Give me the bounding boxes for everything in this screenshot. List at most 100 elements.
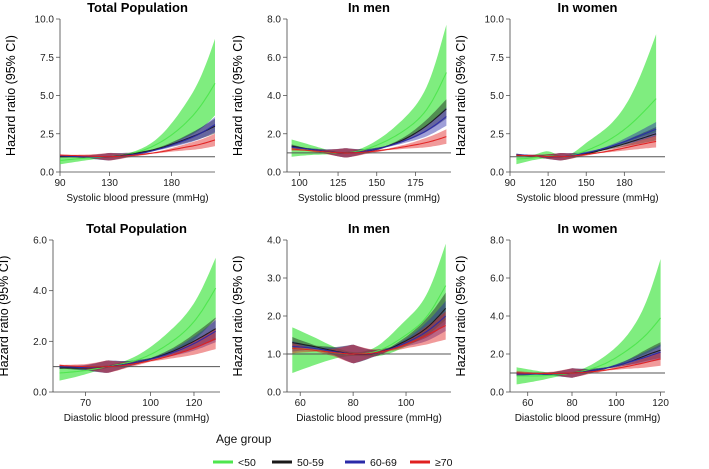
series-line-<50 [59,287,217,374]
y-tick-label: 2.0 [490,350,504,361]
ci-band-<50 [292,243,446,373]
legend-label: <50 [238,457,256,469]
x-tick-label: 100 [291,178,308,189]
y-tick-label: 3.0 [267,274,281,285]
y-tick-label: 8.0 [267,15,281,26]
series-line-≥70 [59,338,216,368]
x-tick-label: 100 [398,398,415,409]
legend-label: 60-69 [370,457,397,469]
panel-title: Total Population [87,0,188,15]
y-tick-label: 2.0 [267,129,281,140]
ci-band-≥70 [516,135,657,161]
y-tick-label: 0.0 [490,388,504,399]
panel-title: Total Population [86,221,187,236]
x-axis-label: Systolic blood pressure (mmHg) [298,193,440,204]
y-tick-label: 7.5 [490,53,504,64]
series-line-≥70 [292,325,446,355]
panel-1: Total Population Hazard ratio (95% CI) Sys… [4,0,216,204]
ci-band-<50 [516,259,661,385]
x-tick-label: 100 [608,398,625,409]
legend-item: ≥70 [410,457,453,469]
series-line-≥70 [516,358,661,374]
series-line-<50 [516,317,662,377]
y-tick-label: 10.0 [485,15,505,26]
panels: Total Population Hazard ratio (95% CI) Sys… [0,0,669,424]
panel-3: In women Hazard ratio (95% CI) Systolic bl… [454,0,665,204]
x-axis-label: Diastolic blood pressure (mmHg) [296,413,442,424]
ci-band-≥70 [59,328,216,373]
y-axis-label: Hazard ratio (95% CI) [0,256,11,377]
ci-band-≥70 [291,129,447,158]
panel-title: In men [348,0,390,15]
x-tick-label: 150 [578,178,595,189]
legend-label: 50-59 [297,457,324,469]
x-tick-label: 180 [616,178,633,189]
y-tick-label: 2.5 [490,129,504,140]
y-tick-label: 4.0 [267,236,281,247]
x-axis-label: Diastolic blood pressure (mmHg) [515,413,661,424]
x-tick-label: 60 [522,398,534,409]
panel-5: In men Hazard ratio (95% CI) Diastolic blo… [231,221,451,424]
legend-items: <50 50-59 60-69 ≥70 [213,457,453,469]
y-axis-label: Hazard ratio (95% CI) [231,35,245,156]
panel-2: In men Hazard ratio (95% CI) Systolic bloo… [231,0,451,204]
panel-title: In women [558,0,618,15]
ci-band-<50 [60,38,215,165]
x-tick-label: 120 [186,398,203,409]
x-tick-label: 120 [540,178,557,189]
series-line-60-69 [291,116,447,154]
x-tick-label: 120 [652,398,669,409]
x-tick-label: 90 [54,178,66,189]
x-tick-label: 80 [348,398,360,409]
legend-item: 60-69 [345,457,397,469]
x-tick-label: 90 [504,178,516,189]
series-line-60-69 [59,330,216,368]
x-axis-label: Systolic blood pressure (mmHg) [516,193,658,204]
y-tick-label: 5.0 [40,91,54,102]
x-axis-label: Diastolic blood pressure (mmHg) [64,413,210,424]
y-axis-label: Hazard ratio (95% CI) [454,256,468,377]
y-tick-label: 8.0 [490,236,504,247]
y-tick-label: 6.0 [33,236,47,247]
y-tick-label: 4.0 [490,312,504,323]
y-tick-label: 2.0 [267,312,281,323]
y-tick-label: 4.0 [33,286,47,297]
y-tick-label: 0.0 [267,388,281,399]
legend-item: 50-59 [272,457,324,469]
y-tick-label: 5.0 [490,91,504,102]
x-axis-label: Systolic blood pressure (mmHg) [66,193,208,204]
y-axis-label: Hazard ratio (95% CI) [4,35,18,156]
legend-item: <50 [213,457,256,469]
y-tick-label: 7.5 [40,53,54,64]
x-tick-label: 180 [163,178,180,189]
series-line-≥70 [291,136,447,154]
y-tick-label: 0.0 [490,168,504,179]
series-line-≥70 [516,140,657,158]
y-tick-label: 2.5 [40,129,54,140]
y-tick-label: 6.0 [267,53,281,64]
y-tick-label: 6.0 [490,274,504,285]
y-tick-label: 1.0 [267,350,281,361]
y-tick-label: 4.0 [267,91,281,102]
y-tick-label: 0.0 [33,388,47,399]
legend: Age group <50 50-59 60-69 ≥70 [213,432,453,469]
y-tick-label: 10.0 [35,15,55,26]
x-tick-label: 175 [407,178,424,189]
x-tick-label: 100 [142,398,159,409]
y-tick-label: 0.0 [40,168,54,179]
panel-6: In women Hazard ratio (95% CI) Diastolic b… [454,221,669,424]
x-tick-label: 70 [80,398,92,409]
x-tick-label: 150 [368,178,385,189]
series-line-≥70 [60,139,216,158]
ci-band-<50 [291,24,447,157]
series-line-60-69 [59,124,216,158]
y-tick-label: 2.0 [33,337,47,348]
panel-4: Total Population Hazard ratio (95% CI) Dia… [0,221,220,424]
y-tick-label: 0.0 [267,168,281,179]
y-axis-label: Hazard ratio (95% CI) [231,256,245,377]
x-tick-label: 130 [101,178,118,189]
x-tick-label: 80 [566,398,578,409]
legend-label: ≥70 [435,457,453,469]
x-tick-label: 125 [330,178,347,189]
